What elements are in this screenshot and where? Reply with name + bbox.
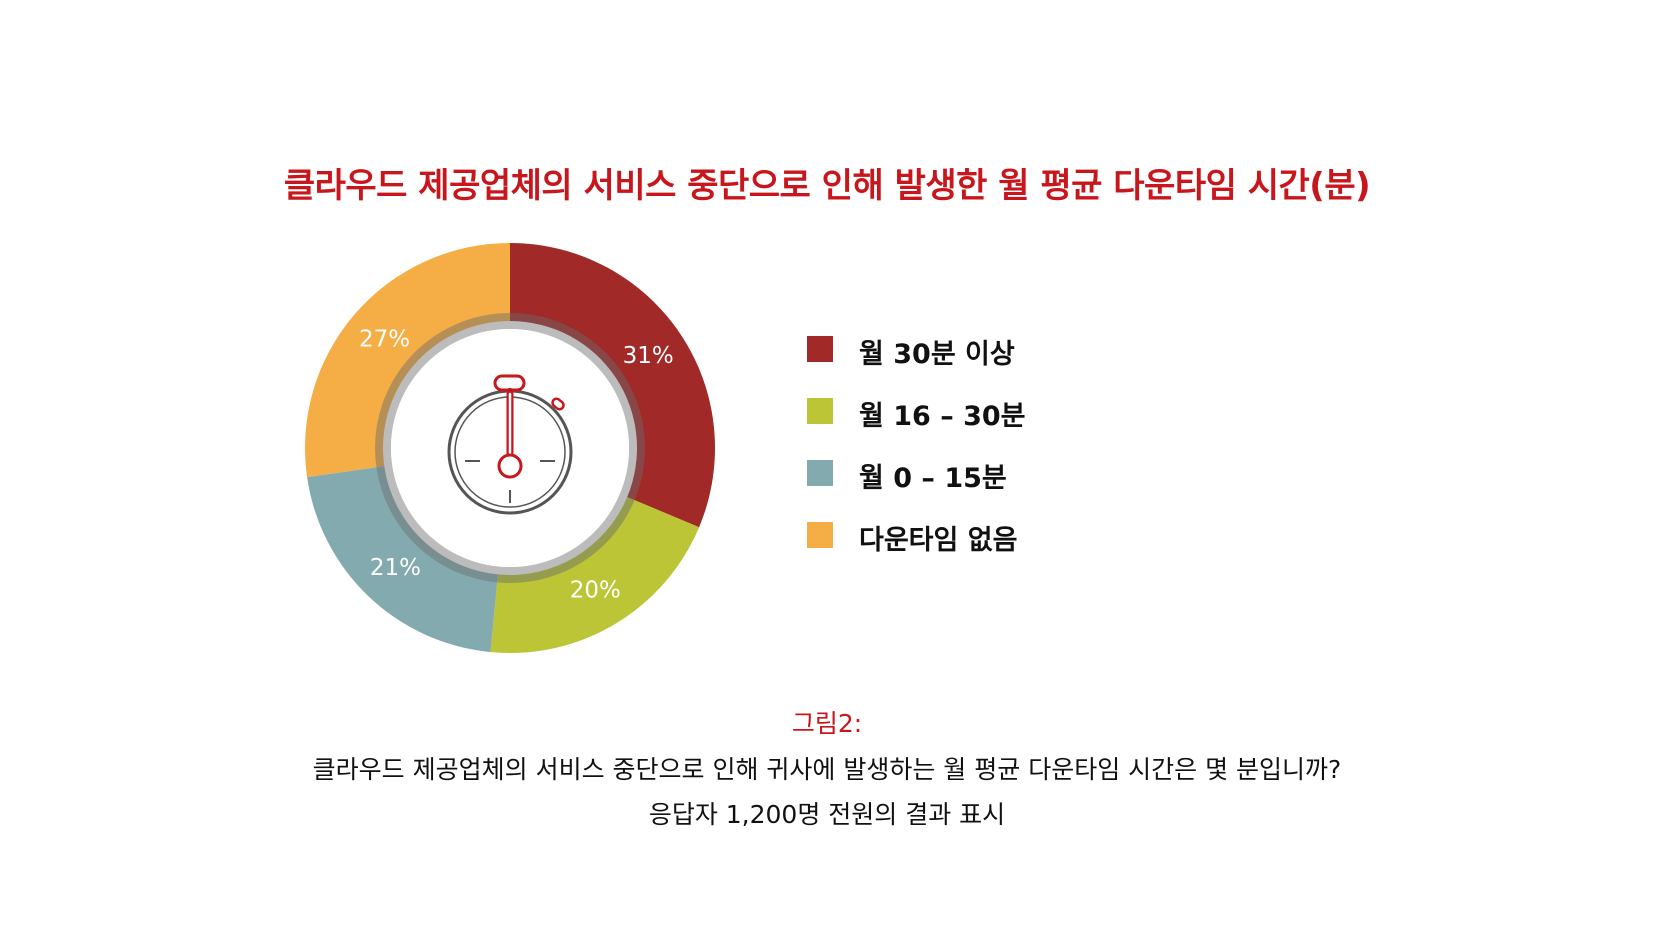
legend-label: 다운타임 없음: [859, 525, 1018, 556]
legend-label: 월 16 – 30분: [859, 401, 1026, 432]
legend-label: 월 0 – 15분: [859, 463, 1007, 494]
slice-value-label: 21%: [370, 555, 421, 581]
legend-swatch-orange: [807, 522, 833, 548]
slice-16-30: [490, 497, 700, 653]
slice-value-label: 31%: [623, 343, 674, 369]
figure-label: 그림2:: [791, 709, 863, 738]
caption-question: 클라우드 제공업체의 서비스 중단으로 인해 귀사에 발생하는 월 평균 다운타…: [312, 755, 1342, 784]
slice-no-downtime: [305, 243, 510, 478]
chart-title: 클라우드 제공업체의 서비스 중단으로 인해 발생한 월 평균 다운타임 시간(…: [283, 166, 1371, 206]
stopwatch-icon: [447, 374, 573, 515]
inner-ring: [375, 313, 645, 583]
donut-chart: 31% 20% 21% 27%: [305, 243, 716, 653]
caption-respondents: 응답자 1,200명 전원의 결과 표시: [648, 800, 1006, 829]
legend-swatch-teal: [807, 460, 833, 486]
slice-0-15: [307, 466, 498, 653]
slice-value-label: 20%: [570, 577, 621, 603]
donut-slices: [305, 243, 716, 653]
legend-swatch-green: [807, 398, 833, 424]
slice-30plus: [510, 243, 716, 528]
legend-swatch-red: [807, 336, 833, 362]
slice-value-label: 27%: [359, 326, 410, 352]
legend-label: 월 30분 이상: [859, 339, 1015, 370]
